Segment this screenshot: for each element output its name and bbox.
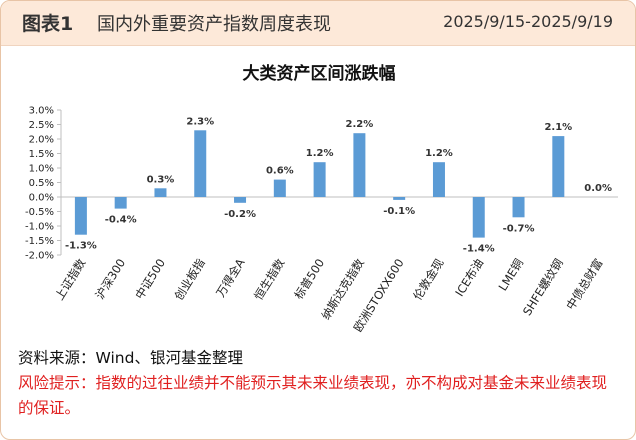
x-tick-label: 中债总财富 (563, 256, 605, 312)
y-tick-label: 1.5% (29, 149, 54, 160)
x-tick-label: 上证指数 (52, 256, 89, 303)
data-label: -0.7% (503, 223, 535, 234)
bar (273, 179, 286, 197)
bar (432, 162, 445, 197)
data-label: -0.2% (224, 209, 256, 220)
x-tick-label: 万得全A (213, 256, 247, 299)
data-label: -0.4% (105, 215, 137, 226)
data-label: 1.2% (306, 148, 334, 159)
chart-title: 大类资产区间涨跌幅 (243, 63, 396, 84)
bar (353, 133, 366, 197)
bar (512, 197, 525, 218)
data-label: 0.6% (266, 166, 294, 177)
data-label: 0.3% (147, 174, 175, 185)
date-range: 2025/9/15-2025/9/19 (443, 12, 613, 31)
y-tick-label: 2.5% (29, 120, 54, 131)
data-label: 0.0% (584, 183, 612, 194)
y-tick-label: -2.0% (25, 251, 54, 262)
data-label: 2.1% (544, 122, 572, 133)
x-tick-label: ICE布油 (452, 256, 486, 299)
x-tick-label: 标普500 (291, 256, 327, 302)
data-label: -1.3% (65, 241, 97, 252)
bar (313, 162, 326, 197)
data-label: -0.1% (383, 206, 415, 217)
bar (194, 130, 207, 197)
y-tick-label: 0.0% (29, 193, 54, 204)
figure-label: 图表1 (22, 13, 74, 35)
x-tick-label: LME铜 (496, 256, 526, 293)
y-tick-label: -1.5% (25, 236, 54, 247)
source-note: 资料来源：Wind、银河基金整理 (18, 349, 243, 367)
bar (552, 136, 565, 197)
data-label: 1.2% (425, 148, 453, 159)
data-label: 2.2% (346, 119, 374, 130)
y-tick-label: 3.0% (29, 106, 54, 117)
y-tick-label: 1.0% (29, 164, 54, 175)
y-tick-label: 2.0% (29, 135, 54, 146)
x-tick-label: 伦敦金现 (410, 256, 446, 302)
data-label: -1.4% (463, 244, 495, 255)
data-label: 2.3% (186, 116, 214, 127)
bar-chart: 大类资产区间涨跌幅 3.0% 2.5% 2.0% 1.5% 1.0% 0.5% 0.0% -0… (25, 63, 618, 334)
bar (393, 197, 406, 200)
bar (472, 197, 485, 238)
y-tick-label: -1.0% (25, 222, 54, 233)
x-tick-label: 创业板指 (172, 256, 208, 302)
bar (114, 197, 127, 209)
y-tick-label: 0.5% (29, 178, 54, 189)
bar (154, 188, 167, 197)
figure-header: 图表1 国内外重要资产指数周度表现 2025/9/15-2025/9/19 (1, 1, 635, 46)
bar (234, 197, 247, 203)
bar (74, 197, 87, 235)
x-tick-label: SHFE螺纹钢 (520, 256, 566, 318)
risk-notice: 风险提示：指数的过往业绩并不能预示其未来业绩表现，亦不构成对基金未来业绩表现的保… (18, 374, 608, 417)
x-tick-label: 恒生指数 (251, 256, 288, 303)
x-tick-label: 沪深300 (93, 256, 129, 302)
y-tick-label: -0.5% (25, 207, 54, 218)
x-tick-label: 中证500 (132, 256, 168, 302)
figure-title: 国内外重要资产指数周度表现 (97, 14, 331, 35)
